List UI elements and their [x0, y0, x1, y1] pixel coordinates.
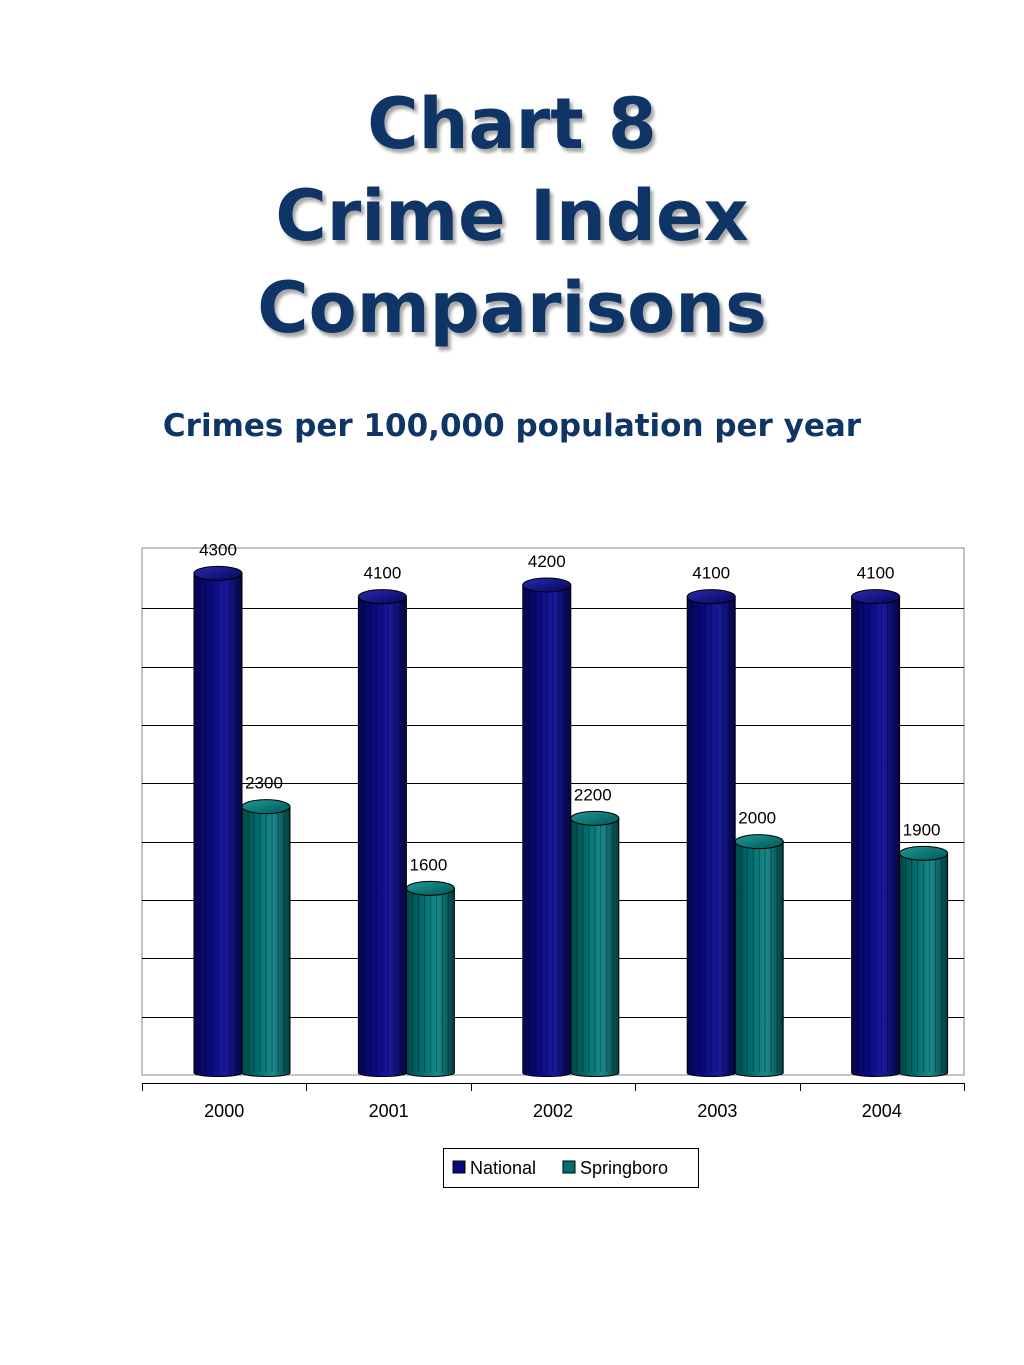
bar-springboro-2003 — [734, 834, 784, 1077]
bar-national-2003 — [686, 589, 736, 1077]
x-tick-label-2000: 2000 — [204, 1101, 244, 1121]
bar-body — [241, 806, 291, 1077]
x-tick-label-2001: 2001 — [369, 1101, 409, 1121]
x-tick-label-2004: 2004 — [862, 1101, 902, 1121]
title-line-1: Chart 8 — [367, 83, 657, 165]
bar-body — [734, 841, 784, 1077]
bar-top — [686, 589, 736, 605]
data-label-national-2004: 4100 — [857, 564, 895, 583]
data-label-national-2000: 4300 — [199, 540, 237, 559]
bar-springboro-2002 — [570, 810, 620, 1077]
bar-top — [851, 589, 901, 605]
data-label-springboro-2003: 2000 — [738, 809, 776, 828]
bar-body — [570, 817, 620, 1077]
bar-national-2002 — [522, 577, 572, 1077]
data-label-springboro-2001: 1600 — [409, 855, 447, 874]
x-axis: 2000 2001 2002 2003 2004 — [142, 1083, 965, 1121]
bars — [193, 565, 949, 1077]
bar-springboro-2001 — [405, 880, 455, 1077]
bar-national-2001 — [357, 589, 407, 1077]
bar-top — [241, 799, 291, 815]
bar-top — [193, 565, 243, 581]
legend-label-national: National — [470, 1158, 536, 1178]
bar-top — [570, 810, 620, 826]
legend: National Springboro — [443, 1148, 699, 1188]
bar-top — [522, 577, 572, 593]
data-label-national-2003: 4100 — [692, 564, 730, 583]
legend-label-springboro: Springboro — [580, 1158, 668, 1178]
legend-swatch-springboro — [562, 1160, 576, 1174]
bar-top — [405, 880, 455, 896]
bar-top — [734, 834, 784, 850]
data-label-national-2001: 4100 — [363, 564, 401, 583]
title-line-3: Comparisons — [257, 267, 767, 349]
data-label-springboro-2004: 1900 — [903, 820, 941, 839]
legend-swatch-national — [452, 1160, 466, 1174]
bar-top — [899, 845, 949, 861]
data-label-national-2002: 4200 — [528, 552, 566, 571]
data-labels: 4300 2300 4100 1600 4200 2200 4100 2000 4100 1900 — [199, 540, 940, 874]
data-label-springboro-2000: 2300 — [245, 774, 283, 793]
bar-body — [899, 852, 949, 1077]
chart-subtitle: Crimes per 100,000 population per year — [162, 408, 862, 444]
bar-springboro-2004 — [899, 845, 949, 1077]
bar-top — [357, 589, 407, 605]
bar-body — [405, 887, 455, 1077]
title-line-2: Crime Index — [275, 175, 749, 257]
x-tick-label-2002: 2002 — [533, 1101, 573, 1121]
data-label-springboro-2002: 2200 — [574, 785, 612, 804]
x-tick-label-2003: 2003 — [697, 1101, 737, 1121]
bar-springboro-2000 — [241, 799, 291, 1077]
bar-national-2000 — [193, 565, 243, 1077]
bar-national-2004 — [851, 589, 901, 1077]
chart-title: Chart 8 Crime Index Comparisons — [0, 78, 1024, 354]
